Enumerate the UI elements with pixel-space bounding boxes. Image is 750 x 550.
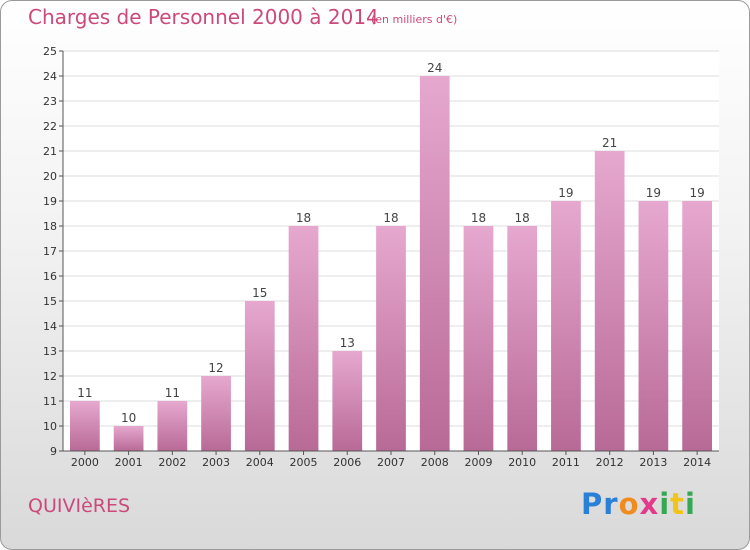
y-tick-label: 10 xyxy=(43,420,57,433)
x-tick-label: 2013 xyxy=(639,456,667,469)
bar-2009 xyxy=(463,226,494,451)
bar-value-label: 24 xyxy=(427,61,442,75)
bar-2011 xyxy=(551,201,581,451)
bar-2007 xyxy=(376,226,406,451)
x-tick-label: 2004 xyxy=(246,456,274,469)
x-tick-label: 2009 xyxy=(464,456,492,469)
y-tick-label: 23 xyxy=(43,95,57,108)
y-tick-label: 16 xyxy=(43,270,57,283)
chart-title: Charges de Personnel 2000 à 2014 xyxy=(28,5,379,29)
bar-2013 xyxy=(638,201,669,451)
bar-value-label: 18 xyxy=(471,211,486,225)
x-tick-label: 2007 xyxy=(377,456,405,469)
y-tick-label: 14 xyxy=(43,320,57,333)
bar-2010 xyxy=(507,226,538,451)
y-tick-label: 24 xyxy=(43,70,57,83)
x-tick-label: 2001 xyxy=(115,456,143,469)
bar-value-label: 19 xyxy=(646,186,661,200)
y-tick-label: 19 xyxy=(43,195,57,208)
bar-2003 xyxy=(201,376,231,451)
bar-2005 xyxy=(288,226,319,451)
bar-value-label: 11 xyxy=(165,386,180,400)
y-tick-label: 20 xyxy=(43,170,57,183)
bar-value-label: 13 xyxy=(340,336,355,350)
bar-value-label: 18 xyxy=(515,211,530,225)
bar-2004 xyxy=(244,301,275,451)
x-tick-label: 2003 xyxy=(202,456,230,469)
y-tick-label: 18 xyxy=(43,220,57,233)
chart-subtitle: (en milliers d'€) xyxy=(371,13,458,26)
x-axis: 2000 2001 2002 2003 2004 2005 2006 2007 2008 2009… xyxy=(63,450,719,469)
y-tick-label: 13 xyxy=(43,345,57,358)
y-tick-label: 21 xyxy=(43,145,57,158)
y-tick-label: 25 xyxy=(43,45,57,58)
y-tick-label: 12 xyxy=(43,370,57,383)
y-tick-label: 17 xyxy=(43,245,57,258)
y-tick-label: 22 xyxy=(43,120,57,133)
bar-value-label: 19 xyxy=(558,186,573,200)
bar-value-label: 12 xyxy=(208,361,223,375)
x-tick-label: 2010 xyxy=(508,456,536,469)
x-tick-label: 2002 xyxy=(158,456,186,469)
x-tick-label: 2005 xyxy=(290,456,318,469)
bar-value-label: 10 xyxy=(121,411,136,425)
bar-2008 xyxy=(419,76,450,451)
bar-value-label: 19 xyxy=(689,186,704,200)
y-tick-label: 9 xyxy=(50,445,57,458)
bar-2014 xyxy=(682,201,713,451)
bar-2006 xyxy=(332,351,363,451)
bar-2000 xyxy=(69,401,100,451)
bar-value-label: 15 xyxy=(252,286,267,300)
x-tick-label: 2006 xyxy=(333,456,361,469)
y-axis: 9 10 11 12 13 14 15 16 17 18 19 20 21 22 23 24 25 xyxy=(43,45,64,458)
bar-value-label: 21 xyxy=(602,136,617,150)
bar-2001 xyxy=(113,426,144,451)
y-tick-label: 11 xyxy=(43,395,57,408)
x-tick-label: 2011 xyxy=(552,456,580,469)
x-tick-label: 2008 xyxy=(421,456,449,469)
bar-value-label: 18 xyxy=(296,211,311,225)
x-tick-label: 2012 xyxy=(596,456,624,469)
y-tick-label: 15 xyxy=(43,295,57,308)
bar-value-label: 18 xyxy=(383,211,398,225)
bar-2012 xyxy=(594,151,625,451)
bar-2002 xyxy=(157,401,188,451)
commune-name: QUIVIèRES xyxy=(28,495,131,517)
bars: 11 10 11 12 15 18 13 18 24 18 18 19 21 19 19 xyxy=(69,61,713,451)
bar-value-label: 11 xyxy=(77,386,92,400)
proxiti-logo[interactable]: Proxiti xyxy=(581,487,696,521)
x-tick-label: 2000 xyxy=(71,456,99,469)
x-tick-label: 2014 xyxy=(683,456,711,469)
